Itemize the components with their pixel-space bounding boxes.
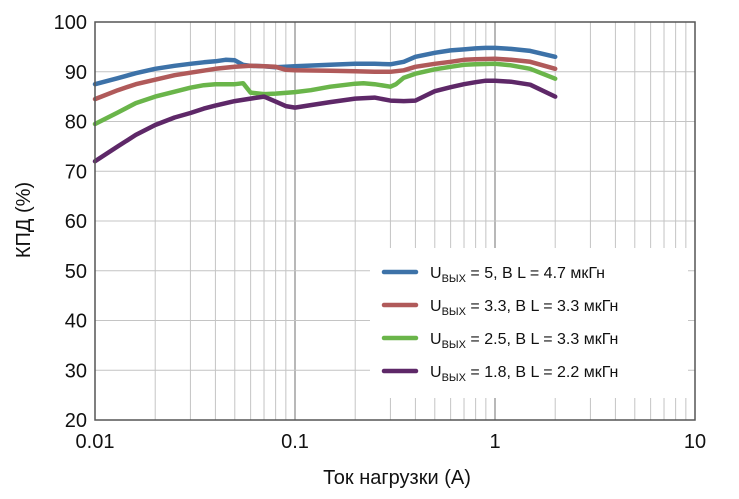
y-tick-label: 40 bbox=[65, 311, 87, 333]
legend: UВЫХ = 5, В L = 4.7 мкГн UВЫХ = 3.3, В L … bbox=[370, 248, 688, 398]
y-tick-labels: 20 30 40 50 60 70 80 90 100 bbox=[54, 12, 87, 432]
series-line-1 bbox=[92, 45, 558, 87]
legend-label-3: UВЫХ = 2.5, В L = 3.3 мкГн bbox=[430, 331, 618, 351]
y-tick-label: 20 bbox=[65, 410, 87, 432]
x-tick-label: 0.1 bbox=[281, 431, 309, 453]
y-tick-label: 80 bbox=[65, 112, 87, 134]
legend-label-2: UВЫХ = 3.3, В L = 3.3 мкГн bbox=[430, 298, 618, 318]
series-layer bbox=[92, 45, 558, 164]
y-tick-label: 50 bbox=[65, 261, 87, 283]
y-tick-label: 100 bbox=[54, 12, 87, 34]
legend-box bbox=[370, 248, 688, 398]
x-tick-label: 1 bbox=[489, 431, 500, 453]
series-line-4 bbox=[92, 78, 558, 164]
plot-frame bbox=[94, 21, 696, 421]
x-tick-labels: 0.01 0.1 1 10 bbox=[76, 431, 707, 453]
y-tick-label: 30 bbox=[65, 360, 87, 382]
y-tick-label: 60 bbox=[65, 211, 87, 233]
series-line-3 bbox=[92, 61, 558, 127]
series-line-2 bbox=[92, 56, 558, 102]
x-tick-label: 10 bbox=[684, 431, 706, 453]
legend-label-1: UВЫХ = 5, В L = 4.7 мкГн bbox=[430, 265, 605, 285]
y-tick-label: 70 bbox=[65, 161, 87, 183]
x-axis-label: Ток нагрузки (А) bbox=[323, 467, 471, 489]
x-tick-label: 0.01 bbox=[76, 431, 115, 453]
y-tick-label: 90 bbox=[65, 62, 87, 84]
y-axis-label: КПД (%) bbox=[13, 182, 35, 258]
legend-label-4: UВЫХ = 1.8, В L = 2.2 мкГн bbox=[430, 364, 618, 384]
